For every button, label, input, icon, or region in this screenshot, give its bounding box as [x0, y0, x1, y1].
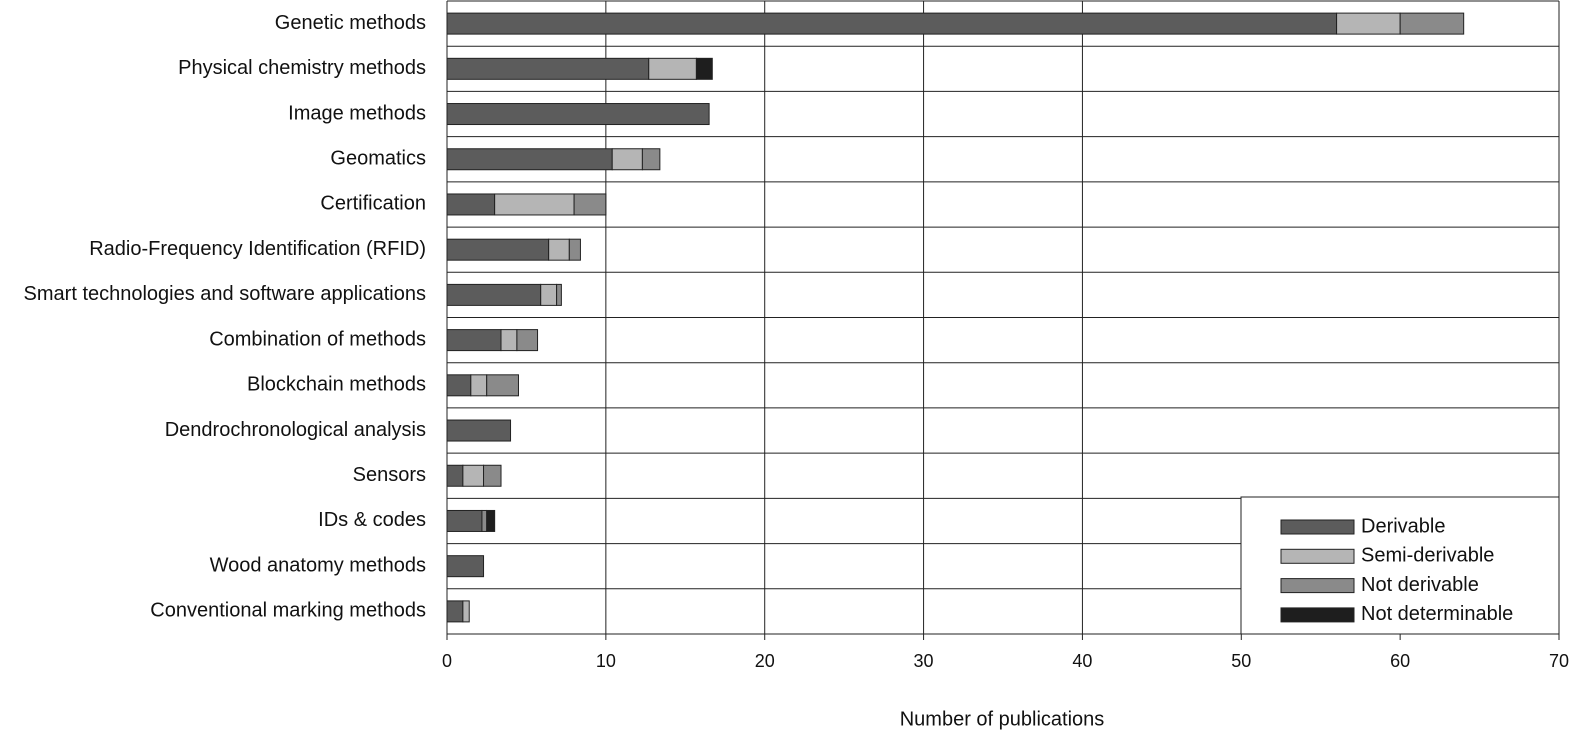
bar-segment: [481, 509, 488, 532]
bar-segment: [568, 238, 581, 261]
y-tick-label: Wood anatomy methods: [210, 554, 426, 576]
bar-segment: [446, 283, 542, 306]
bar-segment: [446, 419, 512, 442]
bar-segment: [548, 238, 570, 261]
y-tick-label: Sensors: [353, 464, 426, 486]
x-tick-label: 70: [1549, 651, 1569, 671]
y-tick-label: Genetic methods: [275, 12, 426, 34]
bar-segment: [1399, 12, 1465, 35]
bar-segment: [494, 193, 575, 216]
bar-segment: [446, 238, 550, 261]
legend-label: Not determinable: [1361, 603, 1513, 625]
bar-segment: [556, 283, 562, 306]
bar-segment: [446, 600, 464, 623]
legend-swatch: [1280, 607, 1355, 623]
bar-segment: [648, 57, 697, 80]
bar-segment: [446, 103, 710, 126]
legend-label: Derivable: [1361, 515, 1445, 537]
bar-segment: [462, 464, 485, 487]
y-tick-label: Certification: [320, 193, 426, 215]
x-axis-title: Number of publications: [900, 708, 1105, 730]
bar-segment: [516, 329, 539, 352]
bar-segment: [486, 509, 496, 532]
bar-segment: [695, 57, 713, 80]
y-tick-label: Physical chemistry methods: [178, 57, 426, 79]
y-tick-label: IDs & codes: [318, 509, 426, 531]
x-tick-label: 20: [755, 651, 775, 671]
bar-segment: [446, 329, 502, 352]
legend-label: Not derivable: [1361, 574, 1479, 596]
bar-segment: [446, 193, 496, 216]
bar-segment: [611, 148, 643, 171]
legend-swatch: [1280, 519, 1355, 535]
x-tick-label: 40: [1072, 651, 1092, 671]
x-tick-label: 0: [442, 651, 452, 671]
bar-segment: [483, 464, 502, 487]
y-tick-label: Blockchain methods: [247, 374, 426, 396]
y-tick-label: Image methods: [288, 102, 426, 124]
bar-segment: [446, 12, 1338, 35]
bar-segment: [446, 374, 472, 397]
bar-segment: [540, 283, 558, 306]
bar-segment: [500, 329, 518, 352]
bar-segment: [470, 374, 488, 397]
x-tick-label: 30: [914, 651, 934, 671]
y-tick-label: Smart technologies and software applicat…: [24, 283, 426, 305]
x-tick-label: 60: [1390, 651, 1410, 671]
y-tick-label: Geomatics: [330, 148, 426, 170]
bar-segment: [462, 600, 470, 623]
legend-label: Semi-derivable: [1361, 545, 1494, 567]
legend-swatch: [1280, 578, 1355, 594]
x-tick-label: 50: [1231, 651, 1251, 671]
bar-segment: [573, 193, 607, 216]
bar-segment: [1336, 12, 1401, 35]
legend-swatch: [1280, 548, 1355, 564]
bar-segment: [486, 374, 519, 397]
bar-segment: [641, 148, 661, 171]
y-tick-label: Dendrochronological analysis: [165, 419, 426, 441]
bar-segment: [446, 148, 613, 171]
bar-segment: [446, 509, 483, 532]
y-tick-label: Combination of methods: [209, 328, 426, 350]
bar-segment: [446, 555, 485, 578]
y-tick-label: Conventional marking methods: [150, 600, 426, 622]
x-tick-label: 10: [596, 651, 616, 671]
bar-segment: [446, 464, 464, 487]
y-tick-label: Radio-Frequency Identification (RFID): [89, 238, 426, 260]
bar-segment: [446, 57, 650, 80]
